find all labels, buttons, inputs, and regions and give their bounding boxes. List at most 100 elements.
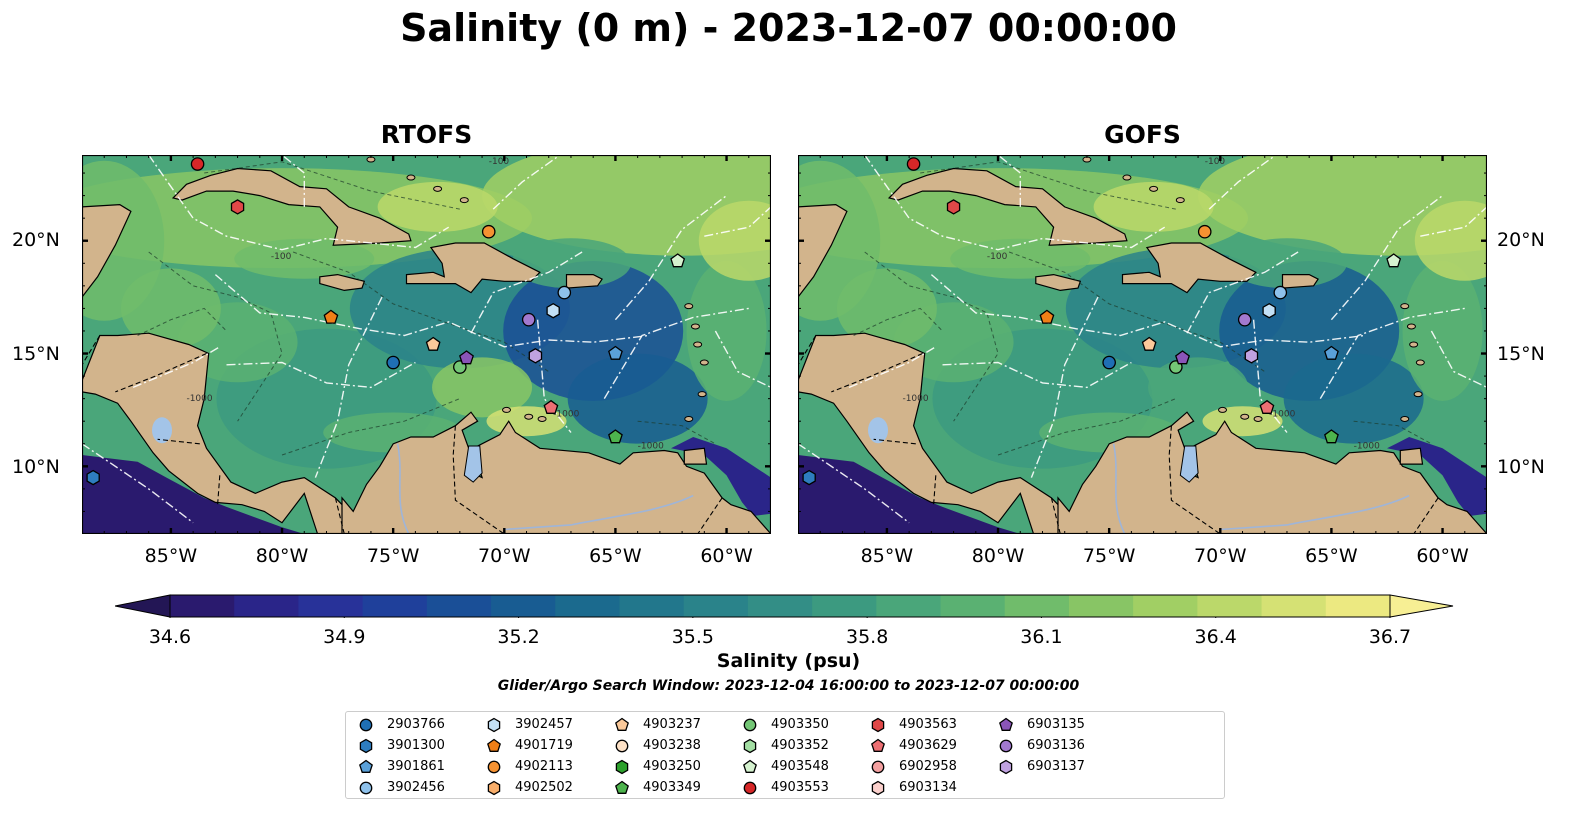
lon-tick-label: 85°W (860, 545, 914, 567)
colorbar-segment (940, 595, 1006, 617)
float-marker-4903563 (230, 199, 245, 215)
legend-label: 4902113 (515, 759, 573, 774)
legend-marker-circle (359, 718, 373, 732)
legend-label: 2903766 (387, 717, 445, 732)
lon-tick-label: 65°W (1305, 545, 1358, 567)
legend-marker-circle (487, 760, 501, 774)
float-marker-4903237 (425, 336, 441, 351)
contour-label: -1000 (186, 394, 212, 404)
lon-tick-label: 65°W (589, 545, 642, 567)
legend-label: 6903137 (1027, 759, 1085, 774)
legend-marker-pentagon (487, 738, 501, 752)
legend-item-4903553: 4903553 (740, 780, 860, 796)
legend-label: 4902502 (515, 780, 573, 795)
float-marker-3901300 (802, 469, 816, 486)
legend-marker-hexagon (743, 738, 757, 754)
legend-marker-pentagon (743, 759, 757, 773)
lon-tick-label: 70°W (1194, 545, 1247, 567)
legend-item-6902958: 6902958 (868, 759, 988, 775)
legend-item-6903136: 6903136 (996, 738, 1116, 754)
legend-item-4903237: 4903237 (612, 717, 732, 733)
legend-item-4903548: 4903548 (740, 759, 860, 775)
legend-item-3902456: 3902456 (356, 780, 476, 796)
float-marker-6903137 (528, 348, 543, 364)
float-marker-3901861 (1324, 345, 1339, 360)
lon-tick-label: 85°W (144, 545, 198, 567)
colorbar-segment (683, 595, 749, 617)
legend-marker-hexagon (871, 780, 885, 796)
contour-label: -1000 (902, 394, 928, 404)
colorbar-segment (555, 595, 620, 617)
lon-tick-label: 60°W (1416, 545, 1469, 567)
legend-label: 6903135 (1027, 717, 1085, 732)
figure-title: Salinity (0 m) - 2023-12-07 00:00:00 (400, 6, 1177, 50)
legend-label: 4903350 (771, 717, 829, 732)
legend-item-6903134: 6903134 (868, 780, 988, 796)
legend-marker-circle (999, 739, 1013, 753)
lon-tick-label: 60°W (700, 545, 753, 567)
lon-tick-label: 70°W (478, 545, 531, 567)
lat-tick-10n-left: 10°N (12, 456, 60, 478)
colorbar-segment (170, 595, 235, 617)
float-marker-4903553 (190, 157, 205, 171)
contour-label: -100 (987, 252, 1008, 262)
gofs-map: -100 -1000 -100 -1000 -1000 (798, 155, 1487, 534)
float-marker-3902457 (1262, 302, 1276, 319)
legend-label: 3902456 (387, 780, 445, 795)
float-marker-4903563 (946, 199, 961, 215)
legend-marker-pentagon (359, 759, 373, 773)
float-marker-4903629 (543, 399, 559, 414)
legend-label: 6903134 (899, 780, 957, 795)
legend-item-2903766: 2903766 (356, 717, 476, 733)
float-marker-4903349 (608, 429, 623, 444)
float-marker-4902113 (1197, 224, 1212, 239)
legend-label: 4903238 (643, 738, 701, 753)
colorbar-segment (362, 595, 428, 617)
colorbar-segment (1197, 595, 1263, 617)
lon-tick-label: 75°W (1082, 545, 1136, 567)
colorbar-tick-label: 36.4 (1194, 626, 1237, 648)
float-marker-3902457 (546, 302, 560, 319)
legend-item-4903352: 4903352 (740, 738, 860, 754)
lat-tick-15n-right: 15°N (1497, 343, 1545, 365)
panel-title-gofs: GOFS (1104, 120, 1181, 149)
legend-marker-hexagon (487, 717, 501, 733)
legend-marker-pentagon (615, 717, 629, 731)
colorbar-segment (491, 595, 556, 617)
float-legend: 2903766 3901300 3901861 3902456 3902457 49017… (345, 711, 1225, 799)
legend-label: 4903548 (771, 759, 829, 774)
contour-label: -1000 (638, 441, 664, 451)
float-marker-4903237 (1141, 336, 1157, 351)
contour-label: -1000 (1354, 441, 1380, 451)
colorbar-label: Salinity (psu) (716, 650, 861, 672)
colorbar-segment (1004, 595, 1070, 617)
legend-marker-circle (871, 760, 885, 774)
lat-tick-15n-left: 15°N (12, 343, 60, 365)
lon-tick-label: 80°W (255, 545, 309, 567)
colorbar-segment (1133, 595, 1198, 617)
legend-marker-hexagon (999, 759, 1013, 775)
rtofs-map: -100 -1000 -100 -1000 -1000 (82, 155, 771, 534)
legend-label: 4903250 (643, 759, 701, 774)
legend-item-4903350: 4903350 (740, 717, 860, 733)
search-window-text: Glider/Argo Search Window: 2023-12-04 16… (497, 678, 1080, 694)
float-marker-4903629 (1259, 399, 1275, 414)
float-marker-6903135 (459, 350, 474, 365)
lon-tick-label: 80°W (971, 545, 1025, 567)
legend-label: 4903629 (899, 738, 957, 753)
float-marker-4903548 (1386, 253, 1402, 268)
contour-label: -1000 (1269, 410, 1295, 420)
colorbar-tick-label: 35.5 (671, 626, 714, 648)
legend-item-4901719: 4901719 (484, 738, 604, 754)
lat-tick-20n-left: 20°N (12, 229, 60, 251)
float-marker-4903553 (906, 157, 921, 171)
legend-marker-circle (359, 781, 373, 795)
lon-tick-label: 75°W (366, 545, 420, 567)
contour-label: -1000 (553, 410, 579, 420)
float-marker-6903136 (1237, 312, 1252, 327)
legend-label: 4903553 (771, 780, 829, 795)
salinity-colorbar (115, 594, 1454, 618)
colorbar-segment (298, 595, 364, 617)
legend-marker-pentagon (871, 738, 885, 752)
lat-tick-10n-right: 10°N (1497, 456, 1545, 478)
